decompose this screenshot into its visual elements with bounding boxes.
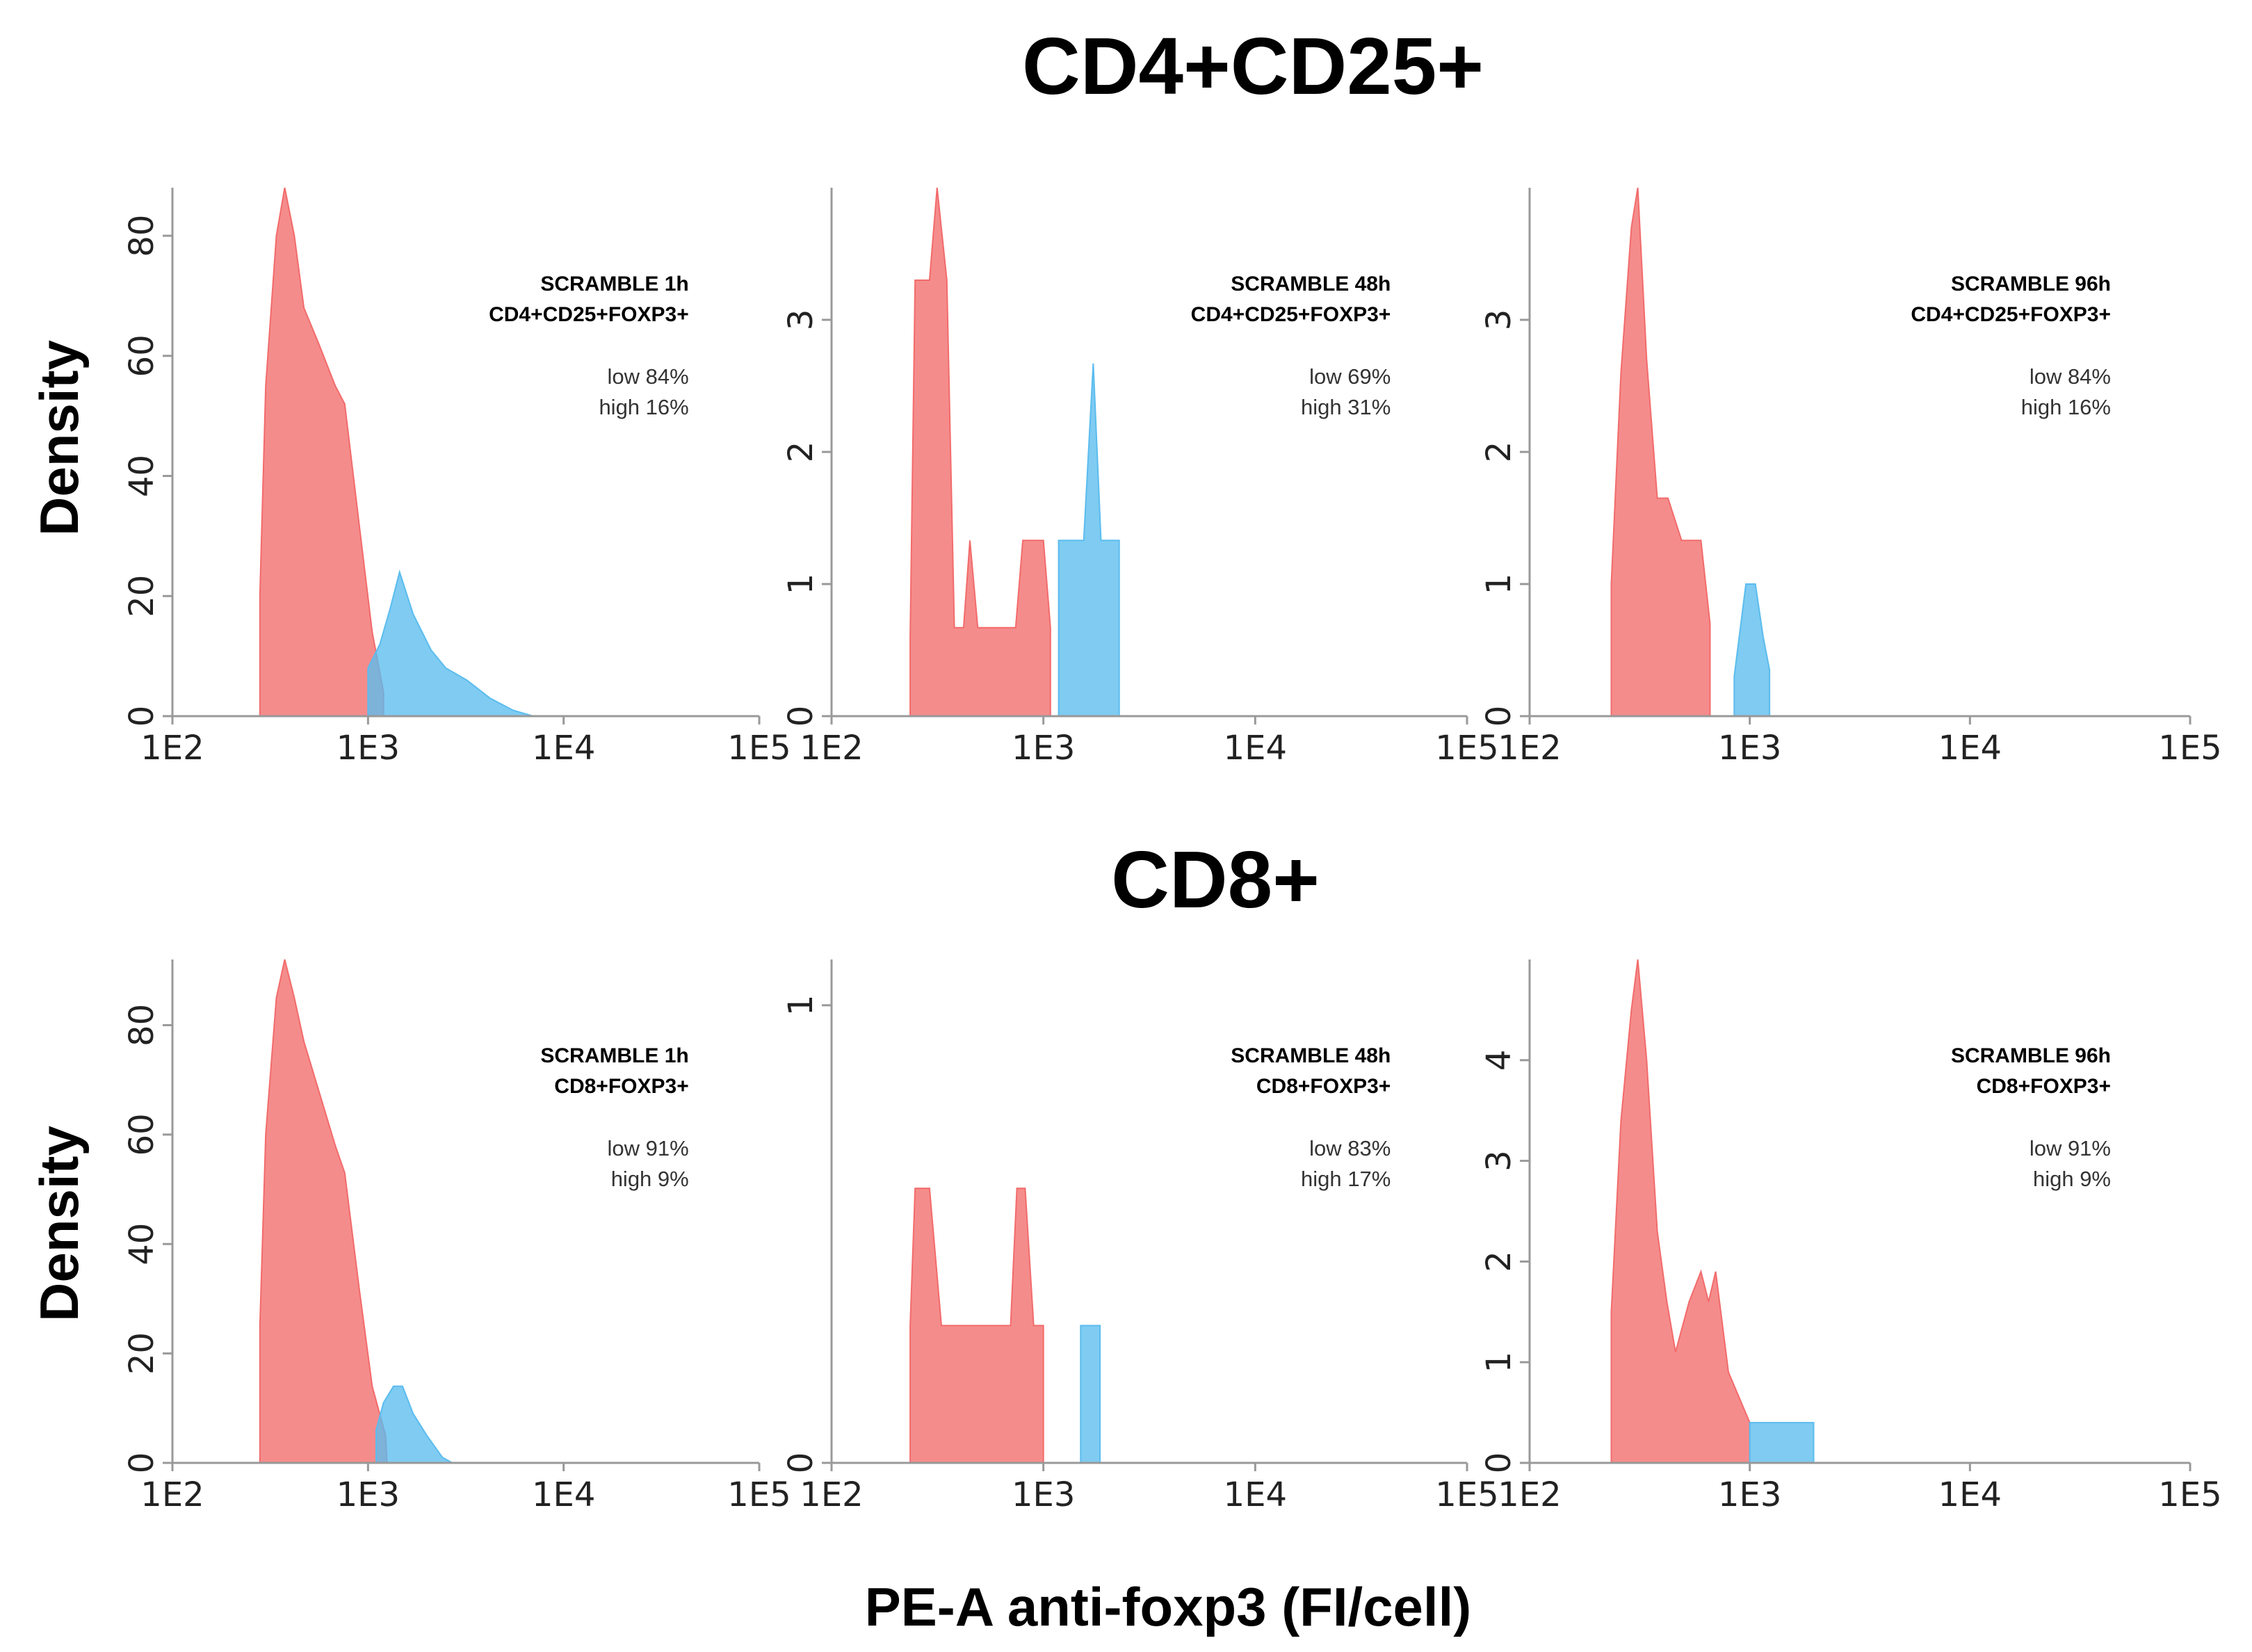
x-axis-title: PE-A anti-foxp3 (FI/cell) — [865, 1576, 1472, 1637]
series-high-area — [1749, 1422, 1815, 1464]
y-tick-label: 0 — [781, 706, 820, 727]
annotation-population: CD4+CD25+FOXP3+ — [1911, 303, 2111, 326]
annotation-title: SCRAMBLE 48h — [1231, 1044, 1391, 1067]
y-tick-label: 0 — [781, 1452, 820, 1474]
y-tick-label: 60 — [122, 334, 161, 377]
x-tick-label: 1E5 — [1435, 729, 1498, 768]
x-tick-label: 1E3 — [337, 1475, 400, 1514]
x-tick-label: 1E4 — [1224, 1475, 1287, 1514]
annotation-population: CD8+FOXP3+ — [1977, 1075, 2111, 1098]
panel-5: 1E2 1E3 1E4 1E5 0 1 SCRAMBLE 48h CD8+FOXP3+ low … — [781, 959, 1499, 1514]
y-tick-label: 3 — [781, 309, 820, 331]
x-tick-label: 1E2 — [1498, 1475, 1561, 1514]
annotation-population: CD8+FOXP3+ — [1256, 1075, 1391, 1098]
y-tick-label: 1 — [781, 574, 820, 595]
annotation-high-percent: high 17% — [1301, 1167, 1391, 1191]
x-tick-label: 1E2 — [140, 729, 204, 768]
x-tick-label: 1E3 — [1718, 1475, 1781, 1514]
series-low-area — [1610, 187, 1711, 717]
x-tick-label: 1E2 — [800, 1475, 863, 1514]
series-low-area — [259, 187, 384, 717]
annotation-low-percent: low 83% — [1309, 1136, 1391, 1160]
series-high-area — [1733, 583, 1771, 717]
y-tick-label: 20 — [122, 575, 161, 617]
panel-3: 1E2 1E3 1E4 1E5 0 1 2 3 SCRAMBLE 96h CD4+CD25+FOX… — [1480, 187, 2222, 768]
x-tick-label: 1E4 — [532, 729, 595, 768]
annotation-low-percent: low 84% — [2030, 364, 2111, 389]
panel-4: 1E2 1E3 1E4 1E5 0 20 40 60 80 SCRAMBLE 1h CD8+FOXP… — [122, 959, 791, 1514]
panel-6: 1E2 1E3 1E4 1E5 0 1 2 3 4 SCRAMBLE 96h CD8+FOXP3+ l… — [1480, 959, 2222, 1514]
annotation-low-percent: low 91% — [2030, 1136, 2111, 1160]
section-title-cd4: CD4+CD25+ — [1022, 21, 1484, 111]
annotation-high-percent: high 31% — [1301, 395, 1391, 419]
panel-2: 1E2 1E3 1E4 1E5 0 1 2 3 SCRAMBLE 48h CD4+CD25+FOX… — [781, 187, 1499, 768]
x-tick-label: 1E4 — [1938, 1475, 2002, 1514]
annotation-high-percent: high 9% — [2033, 1167, 2111, 1191]
annotation-population: CD4+CD25+FOXP3+ — [489, 303, 689, 326]
y-tick-label: 2 — [1480, 442, 1518, 463]
y-tick-label: 1 — [1480, 574, 1518, 595]
x-tick-label: 1E5 — [727, 729, 791, 768]
series-high-area — [1080, 1325, 1101, 1464]
annotation-title: SCRAMBLE 96h — [1951, 1044, 2111, 1067]
series-low-area — [1610, 959, 1751, 1464]
annotation-title: SCRAMBLE 1h — [540, 1044, 688, 1067]
x-tick-label: 1E4 — [1938, 729, 2002, 768]
annotation-high-percent: high 16% — [2021, 395, 2111, 419]
y-tick-label: 2 — [781, 442, 820, 463]
annotation-population: CD8+FOXP3+ — [554, 1075, 688, 1098]
x-tick-label: 1E3 — [1012, 729, 1075, 768]
y-tick-label: 40 — [122, 1223, 161, 1265]
series-high-area — [1058, 363, 1120, 717]
series-low-area — [909, 1188, 1044, 1464]
y-axis-title-bottom: Density — [29, 1126, 90, 1322]
y-axis-title-top: Density — [29, 340, 90, 536]
x-tick-label: 1E4 — [1224, 729, 1287, 768]
series-high-area — [367, 569, 534, 717]
x-tick-label: 1E3 — [337, 729, 400, 768]
x-tick-label: 1E3 — [1718, 729, 1781, 768]
y-tick-label: 0 — [1480, 706, 1518, 727]
annotation-population: CD4+CD25+FOXP3+ — [1191, 303, 1391, 326]
y-tick-label: 3 — [1480, 309, 1518, 331]
y-tick-label: 0 — [122, 706, 161, 727]
annotation-low-percent: low 91% — [608, 1136, 689, 1160]
series-high-area — [375, 1385, 453, 1464]
y-tick-label: 0 — [1480, 1452, 1518, 1474]
x-tick-label: 1E5 — [1435, 1475, 1498, 1514]
x-tick-label: 1E2 — [140, 1475, 204, 1514]
y-tick-label: 40 — [122, 455, 161, 497]
section-title-cd8: CD8+ — [1111, 834, 1320, 925]
y-tick-label: 1 — [1480, 1352, 1518, 1373]
annotation-high-percent: high 16% — [599, 395, 688, 419]
y-tick-label: 4 — [1480, 1050, 1518, 1071]
panel-1: 1E2 1E3 1E4 1E5 0 20 40 60 80 SCRAMBLE 1h CD4+CD25… — [122, 187, 791, 768]
annotation-low-percent: low 84% — [608, 364, 689, 389]
y-tick-label: 80 — [122, 215, 161, 257]
annotation-low-percent: low 69% — [1309, 364, 1391, 389]
annotation-title: SCRAMBLE 96h — [1951, 273, 2111, 295]
x-tick-label: 1E3 — [1012, 1475, 1075, 1514]
x-tick-label: 1E5 — [2158, 729, 2221, 768]
series-low-area — [259, 959, 388, 1464]
annotation-title: SCRAMBLE 48h — [1231, 273, 1391, 295]
x-tick-label: 1E5 — [2158, 1475, 2221, 1514]
x-tick-label: 1E5 — [727, 1475, 791, 1514]
x-tick-label: 1E4 — [532, 1475, 595, 1514]
x-tick-label: 1E2 — [1498, 729, 1561, 768]
y-tick-label: 0 — [122, 1452, 161, 1474]
y-tick-label: 1 — [781, 995, 820, 1017]
y-tick-label: 20 — [122, 1332, 161, 1375]
series-low-area — [909, 187, 1051, 717]
y-tick-label: 2 — [1480, 1251, 1518, 1272]
annotation-title: SCRAMBLE 1h — [540, 273, 688, 295]
y-tick-label: 3 — [1480, 1150, 1518, 1172]
annotation-high-percent: high 9% — [611, 1167, 689, 1191]
x-tick-label: 1E2 — [800, 729, 863, 768]
y-tick-label: 60 — [122, 1113, 161, 1156]
y-tick-label: 80 — [122, 1004, 161, 1046]
